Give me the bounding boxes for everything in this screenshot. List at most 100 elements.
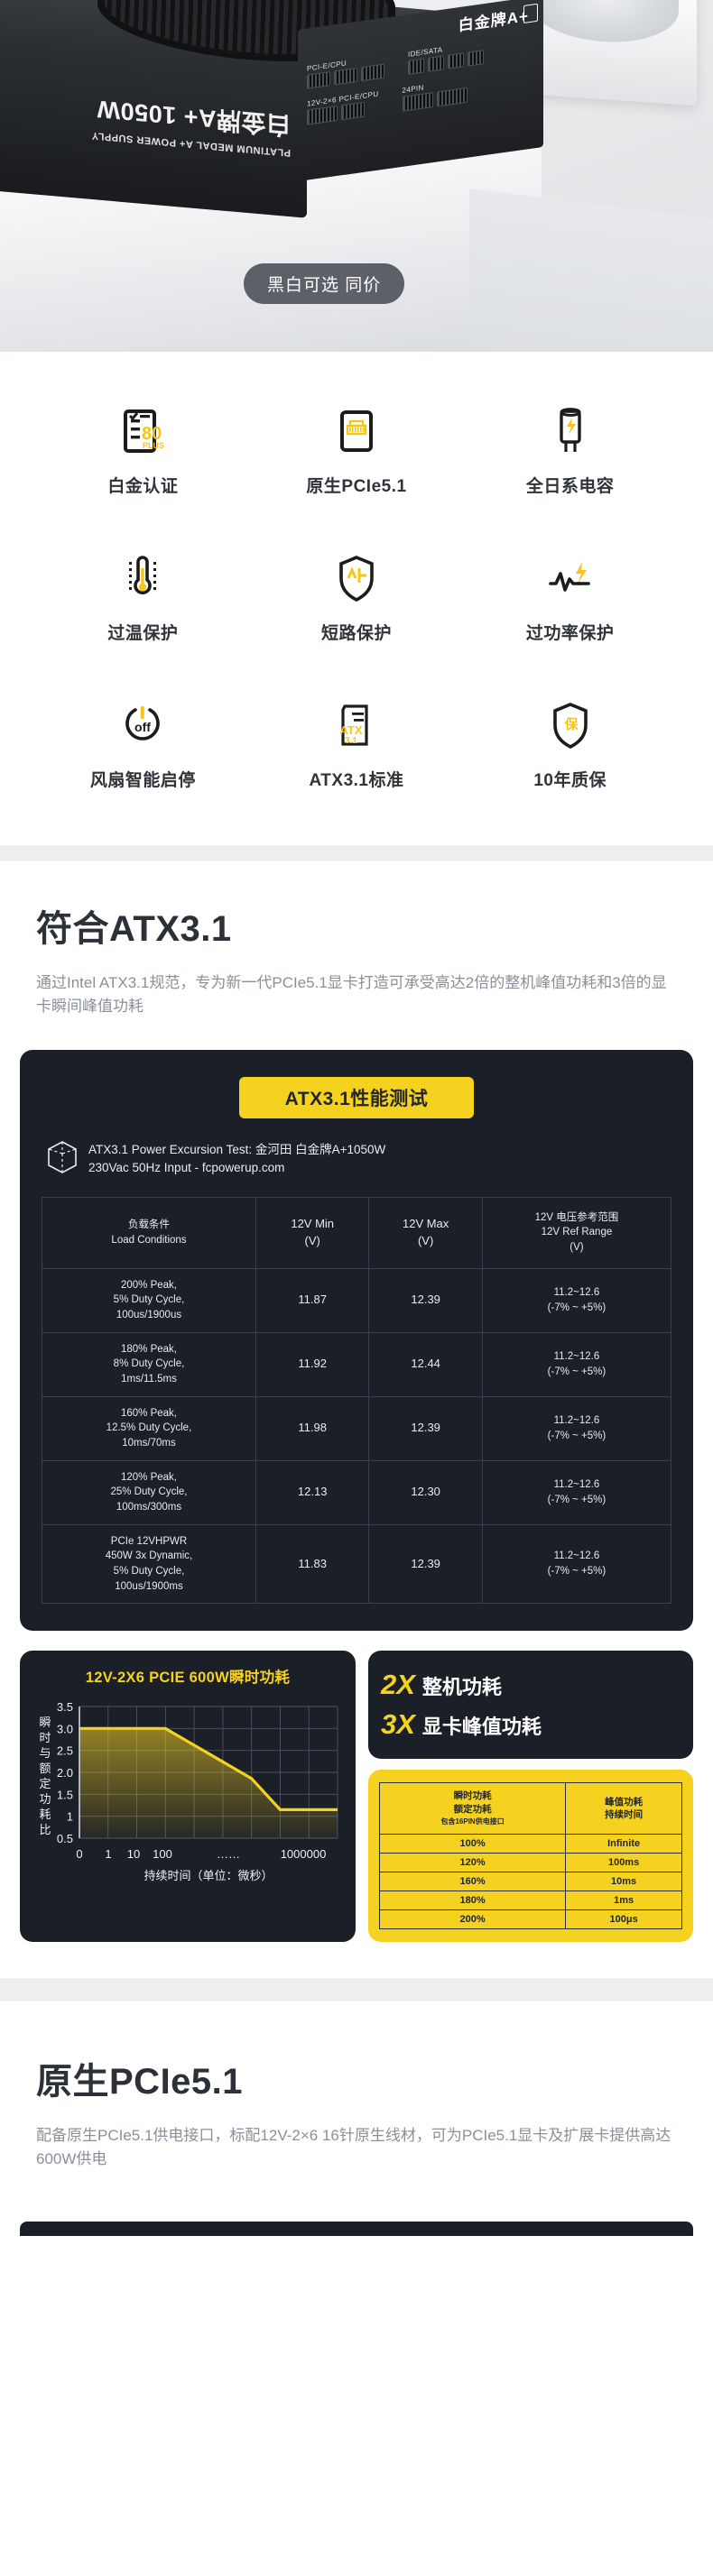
cell-power: 120%	[378, 1852, 567, 1872]
psu-side-branding: PLATINUM MEDAL A+ POWER SUPPLY 白金牌A+ 105…	[0, 84, 291, 158]
col-cn: 12V Max	[402, 1216, 449, 1230]
table-row: 200% 100μs	[378, 1909, 682, 1929]
col-sub: 包含16PIN供电接口	[440, 1817, 505, 1826]
port-socket	[436, 87, 468, 107]
cell-max: 12.39	[368, 1523, 483, 1605]
feature-label: 过功率保护	[525, 624, 615, 643]
bottom-dark-strip	[20, 2222, 693, 2237]
y-tick-label: 1	[67, 1810, 73, 1824]
performance-test-panel: ATX3.1性能测试 ATX3.1 Power Excursion Test: …	[20, 1049, 693, 1632]
multiplier-row-3x: 3X 显卡峰值功耗	[379, 1705, 682, 1744]
feature-label: 过温保护	[107, 624, 179, 643]
y-axis-title: 耗	[39, 1808, 51, 1821]
cell-power: 100%	[378, 1833, 567, 1854]
table-row: 120% 100ms	[378, 1852, 682, 1872]
cell-condition: PCIe 12VHPWR 450W 3x Dynamic, 5% Duty Cy…	[42, 1523, 256, 1605]
svg-text:PLUS: PLUS	[143, 441, 164, 450]
feature-label: ATX3.1标准	[309, 771, 404, 790]
cell-condition: 120% Peak, 25% Duty Cycle, 100ms/300ms	[42, 1459, 256, 1525]
peak-duration-card: 瞬时功耗 额定功耗 包含16PIN供电接口 峰值功耗 持续时间	[368, 1770, 693, 1942]
multiplier-row-2x: 2X 整机功耗	[379, 1665, 682, 1705]
col-peak-duration: 峰值功耗 持续时间	[565, 1782, 682, 1835]
hero-image: PLATINUM MEDAL A+ POWER SUPPLY 白金牌A+ 105…	[0, 0, 713, 352]
cube-icon	[47, 1140, 78, 1179]
test-header-info: ATX3.1 Power Excursion Test: 金河田 白金牌A+10…	[42, 1140, 671, 1179]
cell-duration: 10ms	[565, 1871, 682, 1891]
x-tick-label: 1000000	[281, 1847, 327, 1861]
cell-min: 11.87	[255, 1267, 370, 1333]
y-axis-title: 功	[39, 1792, 51, 1806]
atx31-description: 通过Intel ATX3.1规范，专为新一代PCIe5.1显卡打造可承受高达2倍…	[36, 974, 667, 1016]
x-tick-label: 100	[153, 1847, 172, 1861]
col-en: Load Conditions	[111, 1234, 187, 1246]
col-transient-power: 瞬时功耗 额定功耗 包含16PIN供电接口	[378, 1782, 567, 1835]
feature-label: 10年质保	[533, 771, 607, 790]
feature-label: 风扇智能启停	[89, 771, 196, 790]
port-socket	[448, 52, 464, 69]
cell-min: 12.13	[255, 1459, 370, 1525]
warranty-shield-icon: 保	[463, 693, 677, 759]
port-socket	[468, 50, 484, 67]
col-line1: 瞬时功耗	[453, 1790, 492, 1802]
capacitor-icon	[463, 399, 677, 465]
col-cn: 12V 电压参考范围	[534, 1211, 619, 1223]
y-axis-title: 比	[39, 1823, 51, 1836]
summary-column: 2X 整机功耗 3X 显卡峰值功耗 瞬时功耗 额定功耗 包含16	[368, 1651, 693, 1942]
cell-condition: 180% Peak, 8% Duty Cycle, 1ms/11.5ms	[42, 1331, 256, 1397]
y-axis-title: 时	[39, 1731, 51, 1744]
table-row: 160% Peak, 12.5% Duty Cycle, 10ms/70ms 1…	[42, 1395, 672, 1461]
port-socket	[408, 58, 424, 75]
cell-range: 11.2~12.6 (-7% ~ +5%)	[481, 1459, 672, 1525]
page-title-atx31: 符合ATX3.1	[36, 909, 232, 949]
cell-condition: 160% Peak, 12.5% Duty Cycle, 10ms/70ms	[42, 1395, 256, 1461]
cell-duration: 1ms	[565, 1890, 682, 1910]
shield-short-circuit-icon	[250, 546, 464, 612]
product-detail-page: PLATINUM MEDAL A+ POWER SUPPLY 白金牌A+ 105…	[0, 0, 713, 2236]
y-axis-title: 定	[39, 1777, 51, 1790]
feature-label: 全日系电容	[525, 477, 615, 496]
port-socket	[402, 92, 433, 112]
y-tick-label: 3.0	[57, 1723, 73, 1736]
cell-min: 11.83	[255, 1523, 370, 1605]
y-axis-title: 瞬	[39, 1716, 51, 1729]
80plus-logo-icon	[523, 3, 538, 23]
transient-power-chart-card: 12V-2X6 PCIE 600W瞬时功耗 0.5 1 1.5 2.0 2.5 3.0 3.…	[20, 1651, 356, 1942]
svg-text:保: 保	[563, 716, 579, 732]
x-tick-label: ……	[217, 1847, 240, 1861]
svg-text:ATX: ATX	[339, 723, 362, 737]
section-divider-band-2	[0, 1977, 713, 2001]
cell-condition: 200% Peak, 5% Duty Cycle, 100us/1900us	[42, 1267, 256, 1333]
svg-text:80: 80	[142, 424, 162, 444]
page-title-pcie51: 原生PCIe5.1	[36, 2061, 244, 2102]
table-row: 180% Peak, 8% Duty Cycle, 1ms/11.5ms 11.…	[42, 1331, 672, 1397]
pcie51-description: 配备原生PCIe5.1供电接口，标配12V-2×6 16针原生线材，可为PCIe…	[36, 2126, 671, 2167]
feature-item-pcie: 原生PCIe5.1	[250, 399, 464, 497]
atx31-section: 符合ATX3.1 通过Intel ATX3.1规范，专为新一代PCIe5.1显卡…	[0, 861, 713, 1019]
port-socket	[361, 63, 384, 82]
feature-item-shortcircuit: 短路保护	[250, 546, 464, 644]
y-tick-label: 3.5	[57, 1700, 73, 1714]
psu-connector-face: 白金牌A+ PCI-E/CPU IDE/SAT	[298, 0, 543, 182]
y-tick-label: 1.5	[57, 1789, 73, 1802]
col-line1: 峰值功耗	[605, 1796, 644, 1808]
color-option-badge: 黑白可选 同价	[244, 263, 405, 304]
col-cn: 负载条件	[127, 1219, 170, 1231]
col-12v-min: 12V Min (V)	[255, 1196, 370, 1269]
cell-min: 11.92	[255, 1331, 370, 1397]
table-row: PCIe 12VHPWR 450W 3x Dynamic, 5% Duty Cy…	[42, 1523, 672, 1605]
test-header-line2: 230Vac 50Hz Input - fcpowerup.com	[88, 1161, 285, 1175]
cell-max: 12.44	[368, 1331, 483, 1397]
test-title-badge: ATX3.1性能测试	[239, 1076, 474, 1118]
cell-max: 12.39	[368, 1395, 483, 1461]
black-psu-product-image: PLATINUM MEDAL A+ POWER SUPPLY 白金牌A+ 105…	[0, 0, 558, 218]
port-socket	[428, 55, 444, 72]
y-tick-label: 2.0	[57, 1766, 73, 1780]
cell-power: 160%	[378, 1871, 567, 1891]
thermometer-icon	[36, 546, 250, 612]
feature-label: 白金认证	[107, 477, 179, 496]
feature-item-atx31: ATX 3.1 ATX3.1标准	[250, 693, 464, 791]
cell-range: 11.2~12.6 (-7% ~ +5%)	[481, 1523, 672, 1605]
cell-range: 11.2~12.6 (-7% ~ +5%)	[481, 1331, 672, 1397]
cell-duration: 100ms	[565, 1852, 682, 1872]
feature-item-overpower: 过功率保护	[463, 546, 677, 644]
